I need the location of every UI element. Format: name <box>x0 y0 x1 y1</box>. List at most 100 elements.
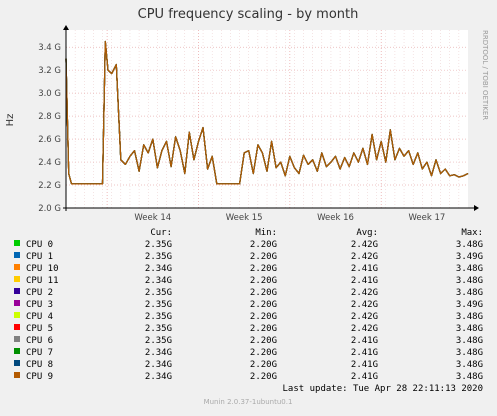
legend-value-min: 2.20G <box>250 264 277 274</box>
legend-value-cur: 2.35G <box>145 300 172 310</box>
legend-swatch <box>14 360 20 366</box>
legend-value-avg: 2.42G <box>351 324 378 334</box>
legend-value-avg: 2.42G <box>351 252 378 262</box>
plot-area <box>66 30 468 208</box>
legend-series-name: CPU 7 <box>26 348 53 358</box>
legend-value-cur: 2.34G <box>145 276 172 286</box>
legend-value-cur: 2.34G <box>145 348 172 358</box>
legend-value-avg: 2.42G <box>351 288 378 298</box>
legend-value-cur: 2.35G <box>145 240 172 250</box>
legend-swatch <box>14 240 20 246</box>
last-update: Last update: Tue Apr 28 22:11:13 2020 <box>283 384 483 394</box>
legend-value-min: 2.20G <box>250 360 277 370</box>
legend: Cur: Min: Avg: Max: CPU 0 2.35G 2.20G 2.42G… <box>14 228 483 382</box>
y-tick-label: 2.0 G <box>38 204 61 214</box>
series-line <box>65 40 469 185</box>
x-axis-arrow <box>474 205 479 211</box>
axes <box>63 25 479 211</box>
legend-header-min: Min: <box>255 228 277 238</box>
legend-series-name: CPU 3 <box>26 300 53 310</box>
munin-version: Munin 2.0.37-1ubuntu0.1 <box>204 398 293 406</box>
legend-value-avg: 2.42G <box>351 240 378 250</box>
legend-value-cur: 2.35G <box>145 288 172 298</box>
legend-value-avg: 2.41G <box>351 264 378 274</box>
legend-value-max: 3.48G <box>456 336 483 346</box>
legend-series-name: CPU 2 <box>26 288 53 298</box>
y-tick-label: 2.2 G <box>38 181 61 191</box>
legend-swatch <box>14 276 20 282</box>
y-tick-label: 3.0 G <box>38 89 61 99</box>
legend-value-min: 2.20G <box>250 336 277 346</box>
legend-value-avg: 2.42G <box>351 312 378 322</box>
legend-value-avg: 2.41G <box>351 372 378 382</box>
legend-value-avg: 2.41G <box>351 336 378 346</box>
legend-header-max: Max: <box>461 228 483 238</box>
legend-swatch <box>14 324 20 330</box>
legend-value-max: 3.48G <box>456 312 483 322</box>
legend-series-name: CPU 1 <box>26 252 53 262</box>
grid <box>66 30 468 209</box>
legend-series-name: CPU 0 <box>26 240 53 250</box>
legend-value-min: 2.20G <box>250 312 277 322</box>
legend-value-cur: 2.35G <box>145 324 172 334</box>
series-lines <box>65 40 469 185</box>
legend-value-min: 2.20G <box>250 288 277 298</box>
legend-value-min: 2.20G <box>250 372 277 382</box>
y-axis-arrow <box>63 25 69 30</box>
x-tick-label: Week 16 <box>317 213 354 223</box>
y-tick-label: 2.6 G <box>38 135 61 145</box>
legend-swatch <box>14 312 20 318</box>
legend-value-cur: 2.34G <box>145 264 172 274</box>
legend-value-cur: 2.35G <box>145 312 172 322</box>
legend-series-name: CPU 11 <box>26 276 59 286</box>
legend-value-max: 3.48G <box>456 288 483 298</box>
legend-value-max: 3.48G <box>456 360 483 370</box>
legend-value-cur: 2.35G <box>145 336 172 346</box>
legend-value-min: 2.20G <box>250 252 277 262</box>
y-tick-labels: 2.0 G 2.2 G 2.4 G 2.6 G 2.8 G 3.0 G 3.2 G 3.4 G <box>38 43 61 214</box>
legend-swatch <box>14 288 20 294</box>
legend-swatch <box>14 348 20 354</box>
legend-value-min: 2.20G <box>250 240 277 250</box>
legend-value-min: 2.20G <box>250 300 277 310</box>
legend-series-name: CPU 9 <box>26 372 53 382</box>
legend-value-max: 3.48G <box>456 348 483 358</box>
legend-series-name: CPU 8 <box>26 360 53 370</box>
legend-value-cur: 2.34G <box>145 360 172 370</box>
chart-title: CPU frequency scaling - by month <box>138 7 359 22</box>
legend-series-name: CPU 5 <box>26 324 53 334</box>
y-tick-label: 2.4 G <box>38 158 61 168</box>
x-tick-label: Week 15 <box>226 213 263 223</box>
legend-series-name: CPU 10 <box>26 264 59 274</box>
legend-value-min: 2.20G <box>250 348 277 358</box>
legend-swatch <box>14 336 20 342</box>
legend-series-name: CPU 6 <box>26 336 53 346</box>
legend-swatch <box>14 252 20 258</box>
legend-swatch <box>14 300 20 306</box>
y-tick-label: 3.2 G <box>38 66 61 76</box>
legend-value-max: 3.48G <box>456 264 483 274</box>
x-tick-labels: Week 14 Week 15 Week 16 Week 17 <box>134 213 445 223</box>
legend-header-cur: Cur: <box>150 228 172 238</box>
legend-value-cur: 2.34G <box>145 372 172 382</box>
legend-value-avg: 2.41G <box>351 360 378 370</box>
legend-swatch <box>14 264 20 270</box>
legend-value-max: 3.48G <box>456 276 483 286</box>
y-tick-label: 3.4 G <box>38 43 61 53</box>
legend-header-avg: Avg: <box>356 228 378 238</box>
legend-value-avg: 2.42G <box>351 300 378 310</box>
legend-value-max: 3.48G <box>456 240 483 250</box>
legend-swatch <box>14 372 20 378</box>
legend-value-min: 2.20G <box>250 276 277 286</box>
legend-value-max: 3.49G <box>456 300 483 310</box>
side-label: RRDTOOL / TOBI OETIKER <box>481 30 489 120</box>
legend-value-max: 3.48G <box>456 372 483 382</box>
legend-series-name: CPU 4 <box>26 312 53 322</box>
x-tick-label: Week 14 <box>134 213 171 223</box>
y-axis-label: Hz <box>5 114 16 127</box>
y-tick-label: 2.8 G <box>38 112 61 122</box>
legend-value-max: 3.49G <box>456 252 483 262</box>
legend-value-avg: 2.41G <box>351 348 378 358</box>
